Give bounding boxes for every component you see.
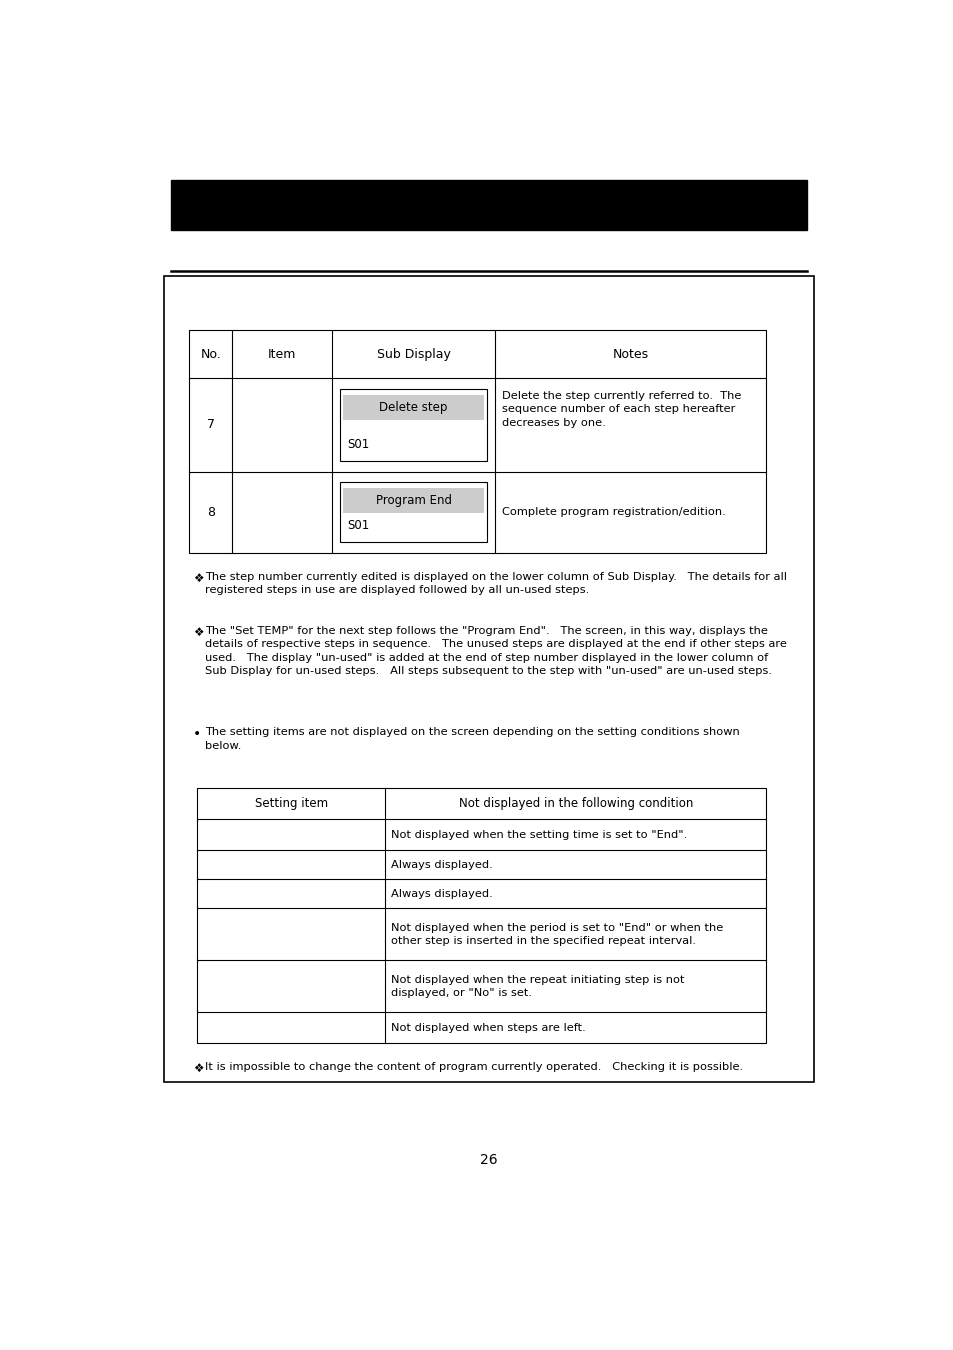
Text: Not displayed when the setting time is set to "End".: Not displayed when the setting time is s… [391, 829, 687, 840]
Text: The step number currently edited is displayed on the lower column of Sub Display: The step number currently edited is disp… [205, 571, 786, 595]
Text: Complete program registration/edition.: Complete program registration/edition. [501, 508, 725, 517]
Text: The "Set TEMP" for the next step follows the "Program End".   The screen, in thi: The "Set TEMP" for the next step follows… [205, 625, 786, 676]
Text: Not displayed in the following condition: Not displayed in the following condition [458, 796, 692, 810]
Text: Always displayed.: Always displayed. [391, 860, 493, 869]
Text: S01: S01 [347, 520, 369, 532]
Bar [190, 331, 765, 554]
Text: Sub Display: Sub Display [376, 348, 450, 360]
Text: Not displayed when the repeat initiating step is not
displayed, or "No" is set.: Not displayed when the repeat initiating… [391, 975, 684, 998]
Text: ❖: ❖ [193, 571, 204, 585]
Text: No.: No. [200, 348, 221, 360]
Text: Not displayed when steps are left.: Not displayed when steps are left. [391, 1023, 585, 1033]
Text: Delete the step currently referred to.  The
sequence number of each step hereaft: Delete the step currently referred to. T… [501, 390, 740, 428]
Text: S01: S01 [347, 439, 369, 451]
Text: Not displayed when the period is set to "End" or when the
other step is inserted: Not displayed when the period is set to … [391, 923, 722, 946]
Text: ❖: ❖ [193, 1062, 204, 1075]
Bar [164, 277, 813, 1081]
Bar [342, 394, 484, 420]
Text: 7: 7 [207, 418, 214, 432]
Text: 26: 26 [479, 1153, 497, 1166]
Text: Item: Item [268, 348, 296, 360]
Bar [171, 180, 806, 230]
Bar [339, 389, 487, 462]
Text: Delete step: Delete step [379, 401, 447, 414]
Text: Notes: Notes [612, 348, 648, 360]
Text: ❖: ❖ [193, 625, 204, 639]
Text: 8: 8 [207, 506, 214, 518]
Text: •: • [193, 728, 201, 741]
Bar [342, 489, 484, 513]
Bar [196, 788, 765, 1044]
Text: Program End: Program End [375, 494, 451, 508]
Bar [339, 482, 487, 543]
Text: It is impossible to change the content of program currently operated.   Checking: It is impossible to change the content o… [205, 1062, 742, 1072]
Text: The setting items are not displayed on the screen depending on the setting condi: The setting items are not displayed on t… [205, 728, 739, 751]
Text: Always displayed.: Always displayed. [391, 888, 493, 899]
Text: Setting item: Setting item [254, 796, 328, 810]
